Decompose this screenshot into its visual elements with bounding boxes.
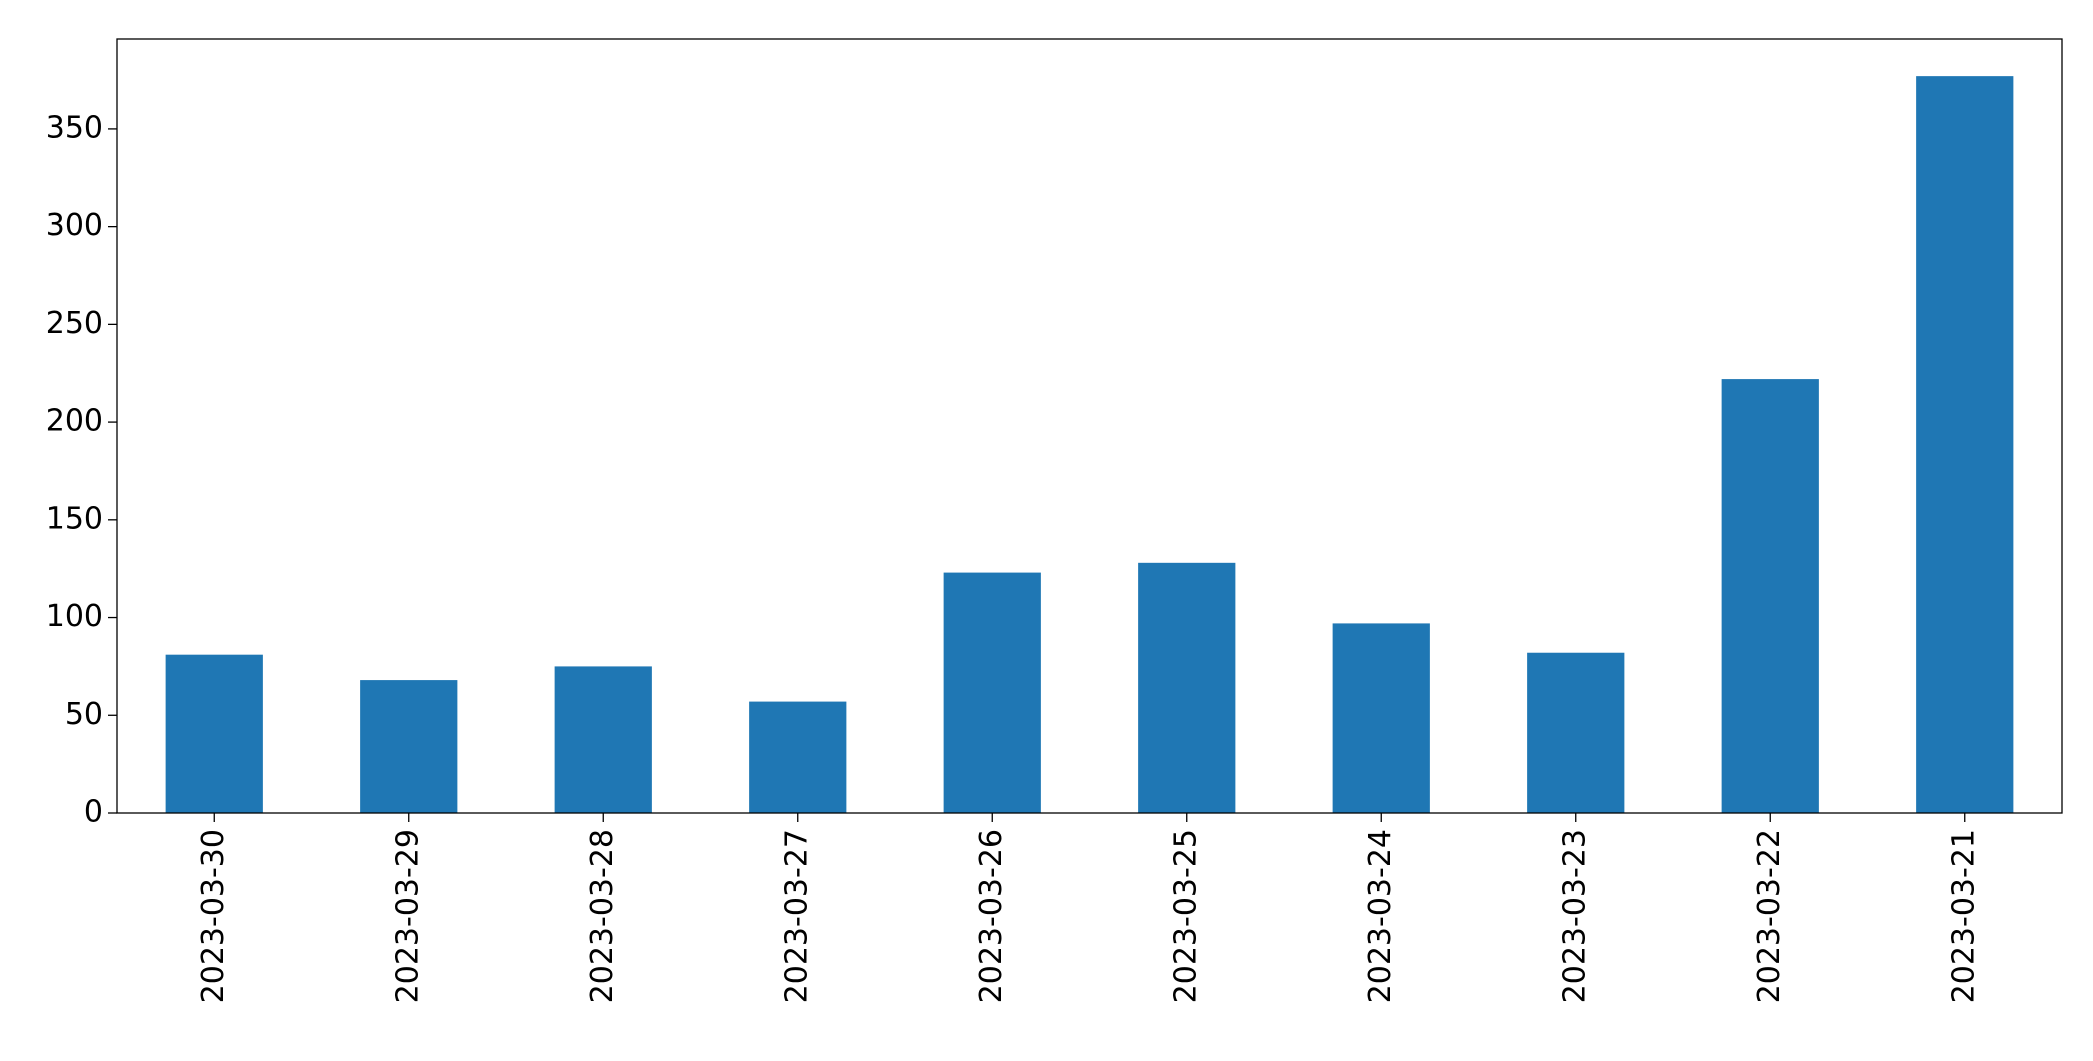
x-tick-label: 2023-03-25 <box>1168 829 1203 1003</box>
plot-frame <box>116 38 2063 814</box>
y-tick-label: 350 <box>46 110 103 145</box>
x-tick-label: 2023-03-21 <box>1946 829 1981 1003</box>
bar <box>360 680 458 813</box>
y-tick-label: 50 <box>65 697 103 732</box>
bar <box>1332 623 1430 813</box>
x-tick-label: 2023-03-27 <box>779 829 814 1003</box>
y-tick-label: 200 <box>46 404 103 439</box>
x-tick-label: 2023-03-23 <box>1557 829 1592 1003</box>
bar <box>554 666 652 813</box>
bar <box>749 701 847 813</box>
bar <box>1527 652 1625 813</box>
bar <box>165 654 263 813</box>
y-tick-label: 100 <box>46 599 103 634</box>
y-tick-label: 250 <box>46 306 103 341</box>
y-tick-label: 0 <box>84 795 103 830</box>
y-tick-label: 150 <box>46 501 103 536</box>
bar <box>1916 76 2014 814</box>
x-tick-label: 2023-03-24 <box>1363 829 1398 1003</box>
bar <box>1721 379 1819 813</box>
x-tick-label: 2023-03-30 <box>196 829 231 1003</box>
x-tick-label: 2023-03-26 <box>974 829 1009 1003</box>
x-tick-label: 2023-03-22 <box>1752 829 1787 1003</box>
x-tick-label: 2023-03-29 <box>390 829 425 1003</box>
y-tick-label: 300 <box>46 208 103 243</box>
x-tick-label: 2023-03-28 <box>585 829 620 1003</box>
bar <box>943 572 1041 813</box>
bar <box>1138 562 1236 813</box>
